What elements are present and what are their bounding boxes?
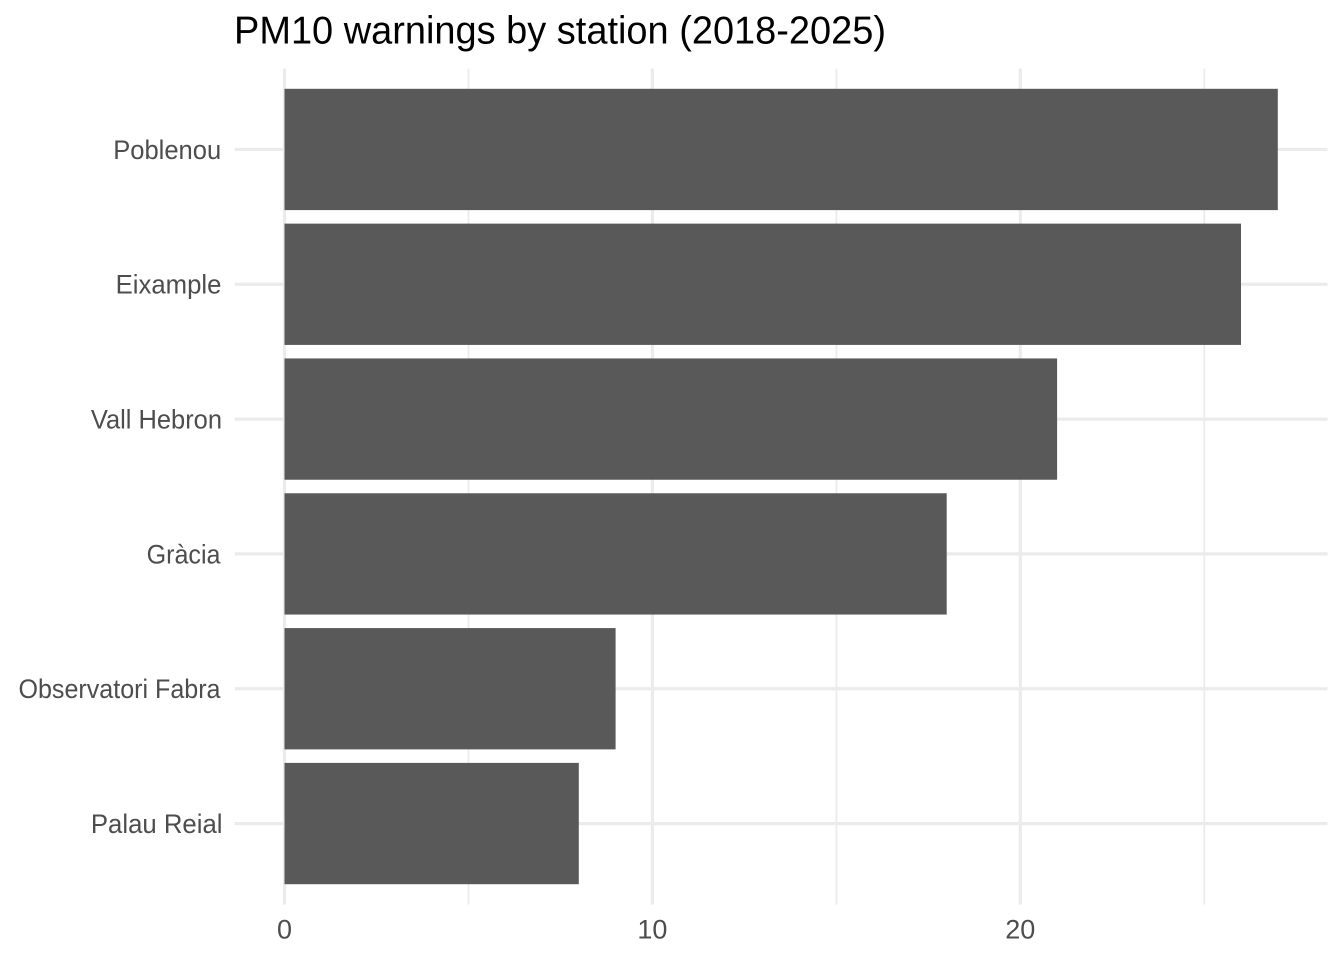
svg-text:Vall Hebron: Vall Hebron <box>91 404 222 434</box>
svg-text:Eixample: Eixample <box>116 270 222 300</box>
svg-text:Palau Reial: Palau Reial <box>91 809 223 839</box>
svg-text:10: 10 <box>637 915 667 945</box>
svg-text:0: 0 <box>277 915 292 945</box>
svg-text:Gràcia: Gràcia <box>147 539 222 569</box>
svg-text:PM10 warnings by station (2018: PM10 warnings by station (2018-2025) <box>234 10 886 53</box>
svg-text:20: 20 <box>1005 915 1035 945</box>
svg-text:Observatori Fabra: Observatori Fabra <box>19 674 222 704</box>
svg-text:Poblenou: Poblenou <box>113 135 221 165</box>
